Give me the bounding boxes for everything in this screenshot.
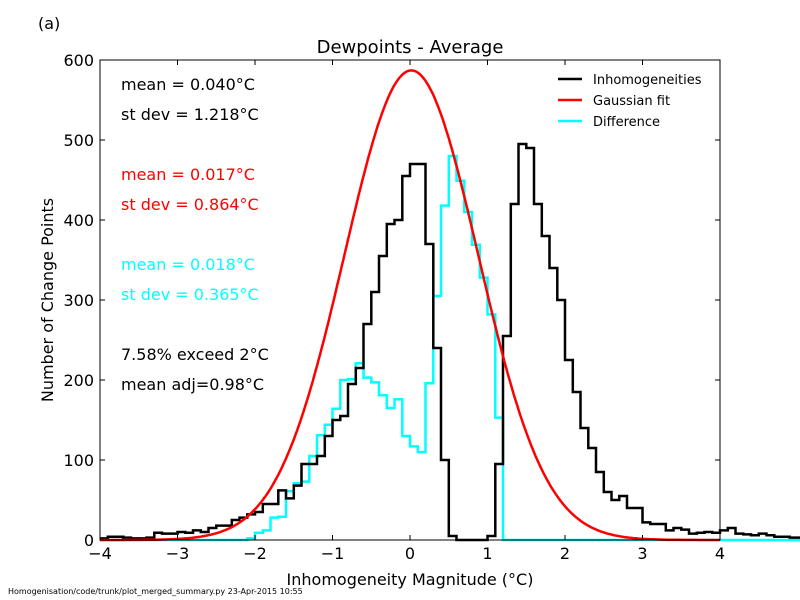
footer-note: Homogenisation/code/trunk/plot_merged_su… [8,587,303,596]
stat-text: mean = 0.040°C [121,75,255,94]
y-tick-label: 400 [63,211,94,230]
series-inhomogeneities [100,142,800,542]
stat-text: mean adj=0.98°C [121,375,264,394]
x-tick-label: −2 [243,544,267,563]
x-tick-label: −3 [166,544,190,563]
y-tick-label: 600 [63,51,94,70]
y-tick-label: 300 [63,291,94,310]
stat-text: st dev = 0.864°C [121,195,259,214]
chart-title: Dewpoints - Average [317,37,504,58]
legend-label: Inhomogeneities [593,73,702,88]
y-axis-label: Number of Change Points [38,198,57,402]
x-axis-label: Inhomogeneity Magnitude (°C) [287,570,534,589]
series-gaussian-fit [100,69,720,542]
series-layer [100,69,800,542]
stat-text: st dev = 0.365°C [121,285,259,304]
y-tick-label: 0 [84,531,94,550]
y-tick-label: 200 [63,371,94,390]
stat-text: mean = 0.017°C [121,165,255,184]
stat-text: 7.58% exceed 2°C [121,345,269,364]
x-tick-label: −1 [321,544,345,563]
x-tick-label: 1 [482,544,492,563]
y-tick-label: 500 [63,131,94,150]
x-tick-label: 2 [560,544,570,563]
x-tick-label: −4 [88,544,112,563]
plot-frame [99,59,721,541]
stat-text: mean = 0.018°C [121,255,255,274]
legend-label: Gaussian fit [593,94,670,109]
legend: Inhomogeneities Gaussian fit Difference [558,73,702,130]
panel-label: (a) [38,14,60,33]
stat-text: st dev = 1.218°C [121,105,259,124]
x-tick-label: 3 [637,544,647,563]
y-tick-label: 100 [63,451,94,470]
legend-label: Difference [593,115,660,130]
stats-layer: mean = 0.040°C st dev = 1.218°C mean = 0.0… [121,75,269,394]
x-tick-label: 0 [405,544,415,563]
tick-layer: −4 −3 −2 −1 0 1 2 3 4 0 100 200 300 400 500 600 [63,51,725,563]
x-tick-label: 4 [715,544,725,563]
